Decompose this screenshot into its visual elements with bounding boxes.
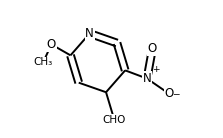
Text: CH₃: CH₃ <box>34 57 53 67</box>
Text: O: O <box>164 87 173 100</box>
Text: CHO: CHO <box>103 115 126 125</box>
Text: O: O <box>148 42 157 55</box>
Text: −: − <box>172 89 180 98</box>
Text: O: O <box>47 38 56 51</box>
Text: +: + <box>152 64 160 74</box>
Text: N: N <box>85 27 94 40</box>
Text: N: N <box>143 72 151 85</box>
